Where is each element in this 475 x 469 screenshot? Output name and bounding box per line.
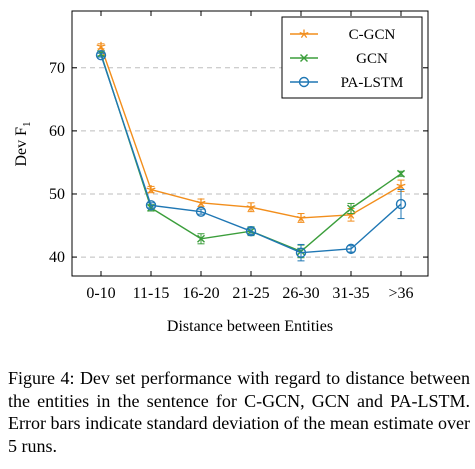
data-point [196,198,206,207]
y-tick-label: 60 [49,123,65,140]
x-tick-label: 16-20 [182,285,219,302]
legend-label: GCN [356,51,388,67]
legend-marker [299,29,309,39]
legend-item-pa-lstm: PA-LSTM [290,75,403,91]
y-tick-label: 50 [49,186,65,203]
y-axis-ticks: 40 50 60 70 [49,60,428,266]
legend-label: C-GCN [349,27,396,43]
data-point [345,243,357,255]
x-tick-label: >36 [388,285,413,302]
series-line [100,54,402,254]
y-tick-label: 40 [49,249,65,266]
y-axis-label-main: Dev F [13,127,30,167]
series-pa-lstm [95,49,407,262]
legend-label: PA-LSTM [341,75,404,91]
data-point [245,226,257,237]
x-tick-label: 26-30 [282,285,319,302]
legend: C-GCN GCN PA-LSTM [281,16,423,99]
data-point [346,210,356,219]
data-point [146,185,156,194]
data-point [145,200,157,211]
data-point [246,202,256,212]
data-point [95,49,107,61]
figure-caption: Figure 4: Dev set performance with regar… [8,367,470,457]
x-tick-label: 31-35 [332,285,369,302]
legend-marker [298,76,310,88]
data-point [395,198,407,210]
data-point [295,247,307,258]
data-point [197,234,205,243]
plot-frame [71,10,429,277]
x-axis-label: Distance between Entities [167,318,333,335]
data-point [347,204,355,213]
line-chart: 40 50 60 70 0-10 11-15 16-20 21-25 26-30 31-35 >3… [13,10,429,335]
data-point [96,41,106,51]
legend-item-gcn: GCN [290,51,388,67]
caption-text: Dev set performance with regard to dista… [8,368,471,456]
x-axis-ticks: 0-10 11-15 16-20 21-25 26-30 31-35 >36 [86,11,414,302]
x-tick-label: 11-15 [133,285,170,302]
y-axis-label-subscript: 1 [21,121,33,127]
legend-item-c-gcn: C-GCN [290,27,396,43]
caption-label: Figure 4: [8,368,75,388]
legend-marker [300,54,308,62]
y-tick-label: 70 [49,60,65,77]
data-point [397,169,405,178]
x-tick-label: 0-10 [86,285,115,302]
series-c-gcn [96,41,406,223]
data-point [296,213,306,222]
data-point [396,181,406,190]
series-group [95,41,407,262]
data-point [195,206,207,217]
y-axis-label: Dev F1 [13,121,33,166]
x-tick-label: 21-25 [232,285,269,302]
